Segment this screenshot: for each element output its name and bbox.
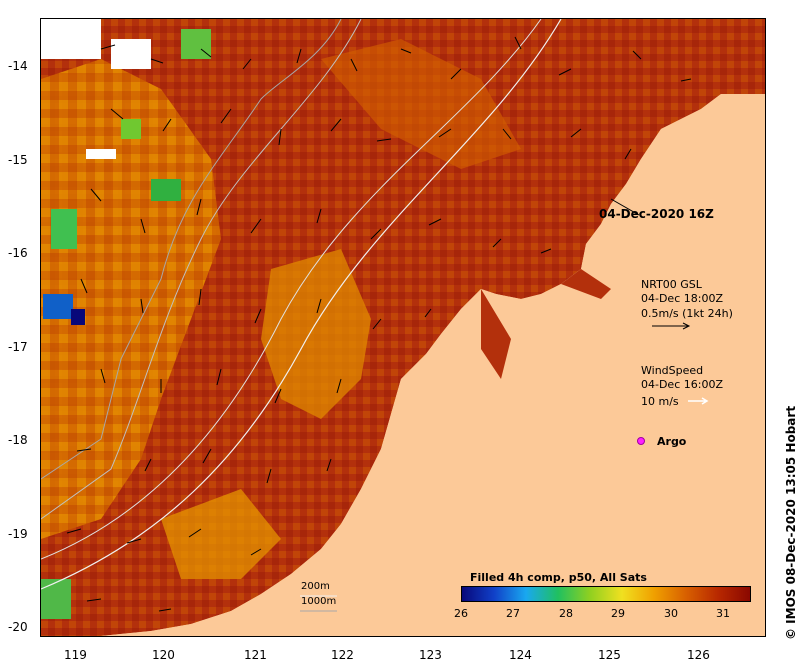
contour-1000m	[41, 19, 362, 520]
lon-label: 120	[152, 648, 175, 662]
wind-scale-arrow	[688, 397, 709, 405]
cool-patch	[151, 179, 181, 201]
current-scale-arrow	[652, 322, 691, 330]
contour-1000-label: 1000m	[301, 596, 337, 607]
wind-time: 04-Dec 16:00Z	[641, 378, 723, 391]
contour-200m	[41, 19, 562, 590]
colorbar-tick: 28	[559, 607, 573, 620]
timestamp-label: 04-Dec-2020 16Z	[599, 207, 714, 221]
colorbar-tick: 29	[611, 607, 625, 620]
cool-patch	[51, 209, 77, 249]
map-canvas	[41, 19, 765, 636]
argo-label: Argo	[657, 435, 687, 448]
cloud-patch	[86, 149, 116, 159]
contour-1000m	[41, 19, 342, 480]
lat-label: -15	[8, 153, 28, 167]
lon-label: 122	[331, 648, 354, 662]
lon-label: 123	[419, 648, 442, 662]
lat-label: -20	[8, 620, 28, 634]
cool-patch	[43, 294, 73, 319]
current-vectors	[66, 36, 692, 612]
colorbar-tick: 30	[664, 607, 678, 620]
colorbar-tick: 26	[454, 607, 468, 620]
sst-zone-central	[261, 249, 371, 419]
timestamp-leader	[610, 198, 640, 216]
lat-label: -19	[8, 527, 28, 541]
sst-map[interactable]: 04-Dec-2020 16Z NRT00 GSL 04-Dec 18:00Z …	[40, 18, 766, 637]
current-title: NRT00 GSL	[641, 278, 702, 291]
lat-label: -18	[8, 433, 28, 447]
coastline-inlets	[481, 269, 611, 379]
land-mass	[101, 94, 765, 636]
lon-label: 124	[509, 648, 532, 662]
cool-patch	[121, 119, 141, 139]
colorbar-tick: 31	[716, 607, 730, 620]
lon-label: 125	[598, 648, 621, 662]
colorbar-tick: 27	[506, 607, 520, 620]
lat-label: -17	[8, 340, 28, 354]
current-time: 04-Dec 18:00Z	[641, 292, 723, 305]
cloud-patch	[41, 19, 101, 59]
wind-scale-label: 10 m/s	[641, 395, 679, 408]
lat-label: -14	[8, 59, 28, 73]
contour-200-label: 200m	[301, 581, 330, 592]
cool-patch	[181, 29, 211, 59]
ocean-sst-field	[41, 19, 765, 636]
argo-marker	[637, 437, 645, 445]
cool-patch	[71, 309, 85, 325]
credit-text: © IMOS 08-Dec-2020 13:05 Hobart	[784, 405, 798, 640]
cloud-patch	[111, 39, 151, 69]
lon-label: 121	[244, 648, 267, 662]
current-scale-label: 0.5m/s (1kt 24h)	[641, 307, 733, 320]
colorbar-title: Filled 4h comp, p50, All Sats	[470, 571, 647, 584]
sst-zone-south	[161, 489, 281, 579]
lon-label: 119	[64, 648, 87, 662]
lat-label: -16	[8, 246, 28, 260]
colorbar	[461, 586, 751, 602]
contour-200m	[41, 19, 542, 560]
wind-title: WindSpeed	[641, 364, 704, 377]
cool-patch	[41, 579, 71, 619]
lon-label: 126	[687, 648, 710, 662]
